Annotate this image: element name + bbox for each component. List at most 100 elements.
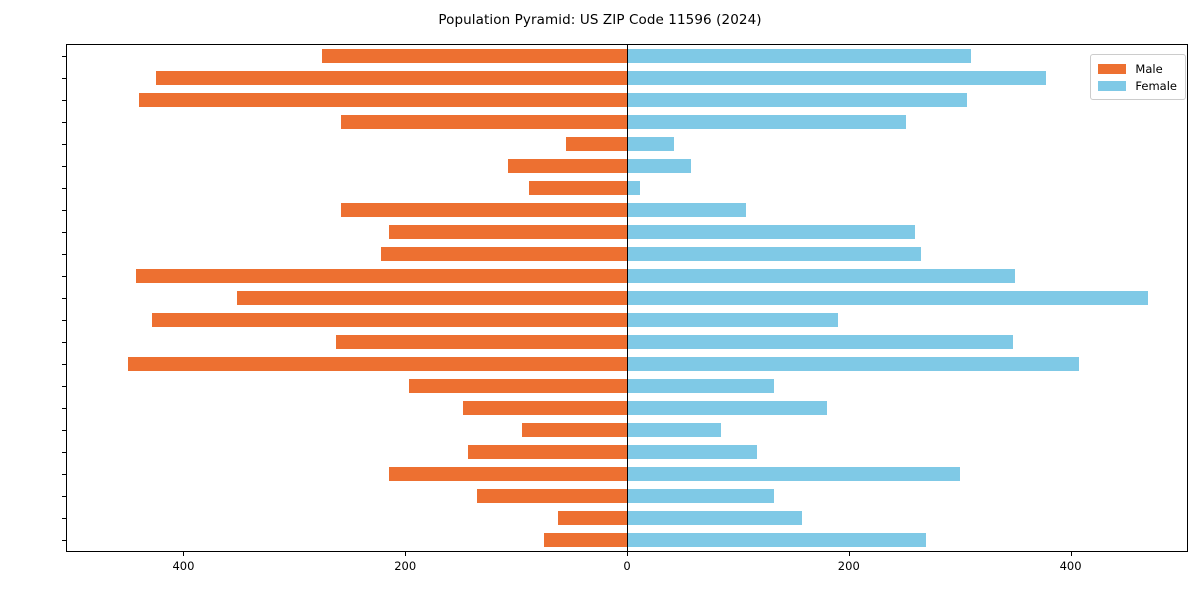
male-bar[interactable] xyxy=(508,159,627,173)
male-bar[interactable] xyxy=(380,247,627,261)
male-bar[interactable] xyxy=(529,181,627,195)
male-bar[interactable] xyxy=(408,379,627,393)
pyramid-row xyxy=(67,137,1187,151)
x-axis-tick-mark xyxy=(183,552,185,556)
pyramid-row xyxy=(67,49,1187,63)
female-bar[interactable] xyxy=(627,313,838,327)
x-axis-tick-label: 400 xyxy=(1059,559,1082,573)
male-bar[interactable] xyxy=(558,511,627,525)
x-axis-tick-mark xyxy=(1070,552,1072,556)
male-bar[interactable] xyxy=(236,291,627,305)
x-axis-tick-label: 200 xyxy=(394,559,417,573)
male-bar[interactable] xyxy=(521,423,627,437)
x-axis-tick-label: 0 xyxy=(623,559,631,573)
male-bar[interactable] xyxy=(135,269,627,283)
male-bar[interactable] xyxy=(155,71,627,85)
male-bar[interactable] xyxy=(468,445,627,459)
female-bar[interactable] xyxy=(627,115,907,129)
y-axis-tick-mark xyxy=(62,320,66,321)
legend-entry[interactable]: Male xyxy=(1098,60,1177,77)
pyramid-row xyxy=(67,115,1187,129)
chart-title: Population Pyramid: US ZIP Code 11596 (2… xyxy=(438,12,762,28)
legend-label: Male xyxy=(1135,61,1163,76)
pyramid-row xyxy=(67,533,1187,547)
male-bar[interactable] xyxy=(566,137,627,151)
pyramid-row xyxy=(67,401,1187,415)
x-axis-tick-label: 400 xyxy=(172,559,195,573)
y-axis-tick-mark xyxy=(62,166,66,167)
female-bar[interactable] xyxy=(627,71,1047,85)
y-axis-tick-mark xyxy=(62,210,66,211)
pyramid-row xyxy=(67,181,1187,195)
y-axis-tick-mark xyxy=(62,232,66,233)
female-bar[interactable] xyxy=(627,247,921,261)
pyramid-row xyxy=(67,71,1187,85)
bars-layer xyxy=(67,45,1187,551)
zero-axis-line xyxy=(627,45,628,551)
female-bar[interactable] xyxy=(627,357,1080,371)
y-axis-tick-mark xyxy=(62,408,66,409)
female-bar[interactable] xyxy=(627,203,746,217)
male-bar[interactable] xyxy=(127,357,627,371)
female-bar[interactable] xyxy=(627,49,971,63)
x-axis-tick-mark xyxy=(627,552,628,556)
female-bar[interactable] xyxy=(627,181,641,195)
female-bar[interactable] xyxy=(627,137,674,151)
female-bar[interactable] xyxy=(627,159,692,173)
pyramid-row xyxy=(67,225,1187,239)
female-bar[interactable] xyxy=(627,291,1149,305)
pyramid-row xyxy=(67,445,1187,459)
male-bar[interactable] xyxy=(139,93,627,107)
y-axis-tick-mark xyxy=(62,342,66,343)
y-axis-tick-mark xyxy=(62,122,66,123)
female-bar[interactable] xyxy=(627,467,960,481)
female-bar[interactable] xyxy=(627,93,968,107)
legend-swatch-icon xyxy=(1098,63,1127,74)
female-bar[interactable] xyxy=(627,401,827,415)
male-bar[interactable] xyxy=(477,489,627,503)
x-axis-tick-label: 200 xyxy=(837,559,860,573)
x-axis-tick-mark xyxy=(848,552,850,556)
y-axis-tick-mark xyxy=(62,276,66,277)
legend-entry[interactable]: Female xyxy=(1098,77,1177,94)
male-bar[interactable] xyxy=(340,115,627,129)
y-axis-tick-mark xyxy=(62,518,66,519)
pyramid-row xyxy=(67,511,1187,525)
female-bar[interactable] xyxy=(627,379,775,393)
pyramid-row xyxy=(67,357,1187,371)
male-bar[interactable] xyxy=(336,335,627,349)
y-axis-tick-mark xyxy=(62,78,66,79)
female-bar[interactable] xyxy=(627,533,927,547)
plot-area xyxy=(66,44,1188,552)
female-bar[interactable] xyxy=(627,445,757,459)
pyramid-row xyxy=(67,291,1187,305)
female-bar[interactable] xyxy=(627,269,1016,283)
y-axis-tick-mark xyxy=(62,298,66,299)
pyramid-row xyxy=(67,423,1187,437)
male-bar[interactable] xyxy=(462,401,627,415)
female-bar[interactable] xyxy=(627,225,916,239)
male-bar[interactable] xyxy=(152,313,627,327)
y-axis-tick-mark xyxy=(62,452,66,453)
y-axis-tick-mark xyxy=(62,144,66,145)
pyramid-row xyxy=(67,203,1187,217)
female-bar[interactable] xyxy=(627,423,722,437)
male-bar[interactable] xyxy=(322,49,627,63)
pyramid-row xyxy=(67,489,1187,503)
y-axis-tick-mark xyxy=(62,386,66,387)
male-bar[interactable] xyxy=(543,533,627,547)
pyramid-row xyxy=(67,379,1187,393)
x-axis-tick-mark xyxy=(405,552,407,556)
pyramid-row xyxy=(67,467,1187,481)
y-axis-tick-mark xyxy=(62,56,66,57)
pyramid-row xyxy=(67,247,1187,261)
male-bar[interactable] xyxy=(388,225,627,239)
female-bar[interactable] xyxy=(627,511,803,525)
male-bar[interactable] xyxy=(388,467,627,481)
male-bar[interactable] xyxy=(340,203,627,217)
y-axis-tick-mark xyxy=(62,540,66,541)
female-bar[interactable] xyxy=(627,335,1013,349)
female-bar[interactable] xyxy=(627,489,775,503)
y-axis-tick-mark xyxy=(62,254,66,255)
